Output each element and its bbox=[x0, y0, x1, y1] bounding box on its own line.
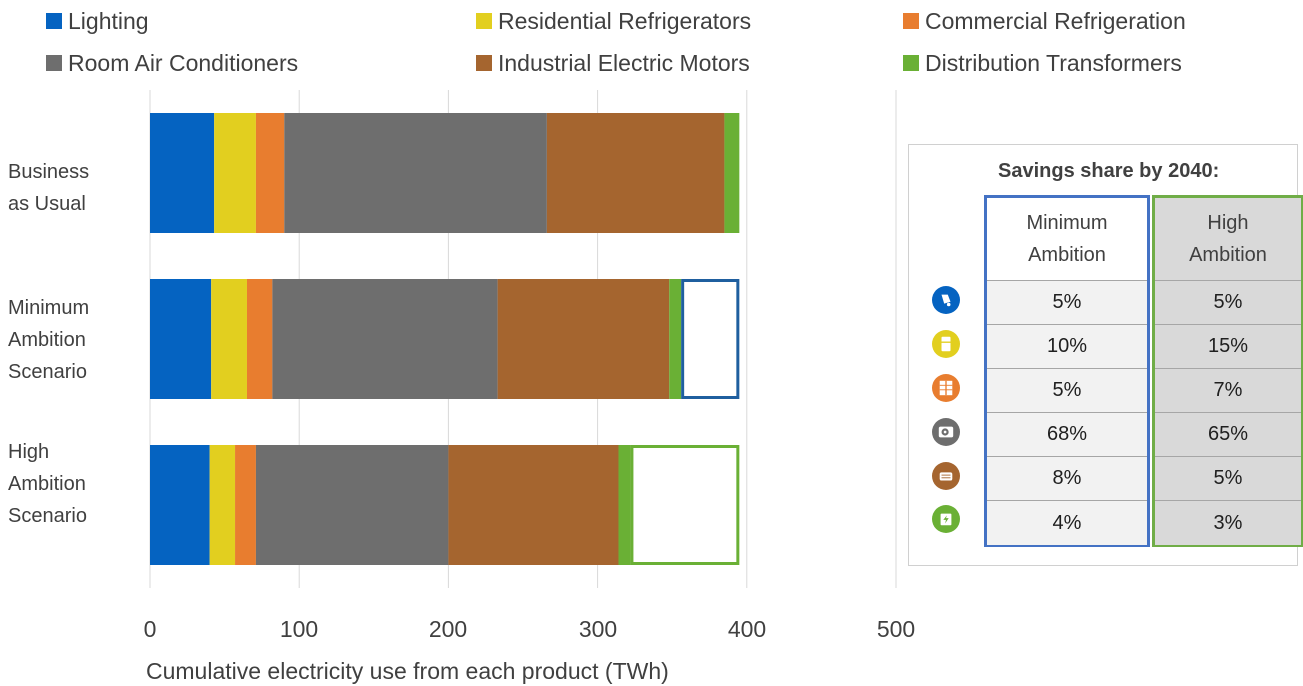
bar-segment-distribution-transformers bbox=[724, 113, 740, 233]
savings-outline-bar bbox=[681, 279, 740, 399]
bar-segment-industrial-electric-motors bbox=[497, 279, 670, 399]
column-header-line: High bbox=[1207, 212, 1249, 234]
x-tick-label: 300 bbox=[578, 616, 618, 642]
savings-cell: 7% bbox=[1155, 369, 1301, 413]
legend-item-industrial-electric-motors: Industrial Electric Motors bbox=[476, 50, 750, 77]
category-label-line: Scenario bbox=[8, 361, 87, 383]
transformer-icon bbox=[932, 505, 960, 533]
savings-cell: 10% bbox=[987, 325, 1147, 369]
savings-cell: 5% bbox=[1155, 457, 1301, 501]
commercial-refrigeration-icon bbox=[932, 374, 960, 402]
bar-segment-commercial-refrigeration bbox=[235, 445, 256, 565]
legend-label: Residential Refrigerators bbox=[498, 8, 752, 34]
savings-cell: 5% bbox=[987, 281, 1147, 325]
column-header-line: Ambition bbox=[1028, 244, 1106, 266]
category-label-line: Business bbox=[8, 161, 90, 183]
motor-icon bbox=[932, 462, 960, 490]
savings-cell: 5% bbox=[987, 369, 1147, 413]
savings-table-title: Savings share by 2040: bbox=[998, 160, 1220, 182]
bar-segment-residential-refrigerators bbox=[214, 113, 256, 233]
legend-swatch bbox=[476, 13, 492, 29]
legend-item-commercial-refrigeration: Commercial Refrigeration bbox=[903, 8, 1186, 35]
category-label-line: Scenario bbox=[8, 505, 87, 527]
legend-item-distribution-transformers: Distribution Transformers bbox=[903, 50, 1182, 77]
category-label-line: Minimum bbox=[8, 297, 90, 319]
savings-cell: 68% bbox=[987, 413, 1147, 457]
legend-label: Room Air Conditioners bbox=[68, 50, 299, 76]
category-label-line: High bbox=[8, 441, 50, 463]
category-label-line: Ambition bbox=[8, 329, 86, 351]
x-tick-label: 0 bbox=[143, 616, 157, 642]
bar-segment-residential-refrigerators bbox=[209, 445, 236, 565]
bar-segment-commercial-refrigeration bbox=[255, 113, 285, 233]
bar-segment-residential-refrigerators bbox=[211, 279, 247, 399]
savings-outline-bar bbox=[630, 445, 740, 565]
minimum-ambition-column: Minimum Ambition 5% 10% 5% 68% 8% 4% bbox=[984, 195, 1150, 547]
savings-cell: 3% bbox=[1155, 501, 1301, 545]
bar-segment-distribution-transformers bbox=[618, 445, 631, 565]
legend-swatch bbox=[46, 13, 62, 29]
bar-segment-room-air-conditioners bbox=[272, 279, 498, 399]
column-header-minimum-ambition: Minimum Ambition bbox=[987, 198, 1147, 281]
bar-segment-lighting bbox=[150, 279, 212, 399]
savings-cell: 5% bbox=[1155, 281, 1301, 325]
category-label-minimum-ambition: Minimum Ambition Scenario bbox=[8, 292, 89, 388]
column-header-high-ambition: High Ambition bbox=[1155, 198, 1301, 281]
category-label-business-as-usual: Business as Usual bbox=[8, 156, 89, 220]
legend-swatch bbox=[46, 55, 62, 71]
column-header-line: Minimum bbox=[1026, 212, 1108, 234]
column-header-line: Ambition bbox=[1189, 244, 1267, 266]
bar-segment-lighting bbox=[150, 113, 215, 233]
x-tick-label: 100 bbox=[279, 616, 319, 642]
high-ambition-column: High Ambition 5% 15% 7% 65% 5% 3% bbox=[1152, 195, 1303, 547]
category-label-high-ambition: High Ambition Scenario bbox=[8, 436, 87, 532]
bar-segment-lighting bbox=[150, 445, 210, 565]
bar-segment-industrial-electric-motors bbox=[448, 445, 619, 565]
bar-segment-room-air-conditioners bbox=[284, 113, 547, 233]
legend-label: Commercial Refrigeration bbox=[925, 8, 1186, 34]
legend-item-room-air-conditioners: Room Air Conditioners bbox=[46, 50, 298, 77]
savings-cell: 65% bbox=[1155, 413, 1301, 457]
refrigerator-icon bbox=[932, 330, 960, 358]
bar-segment-industrial-electric-motors bbox=[546, 113, 725, 233]
legend-item-lighting: Lighting bbox=[46, 8, 149, 35]
legend-swatch bbox=[903, 55, 919, 71]
savings-cell: 4% bbox=[987, 501, 1147, 545]
x-tick-label: 200 bbox=[428, 616, 468, 642]
bar-segment-distribution-transformers bbox=[669, 279, 682, 399]
x-tick-label: 400 bbox=[727, 616, 767, 642]
lighting-icon bbox=[932, 286, 960, 314]
legend-swatch bbox=[903, 13, 919, 29]
category-label-line: Ambition bbox=[8, 473, 86, 495]
category-label-line: as Usual bbox=[8, 193, 86, 215]
bar-segment-room-air-conditioners bbox=[255, 445, 449, 565]
legend-label: Lighting bbox=[68, 8, 149, 34]
savings-cell: 8% bbox=[987, 457, 1147, 501]
legend-swatch bbox=[476, 55, 492, 71]
air-conditioner-icon bbox=[932, 418, 960, 446]
savings-cell: 15% bbox=[1155, 325, 1301, 369]
bar-segment-commercial-refrigeration bbox=[246, 279, 273, 399]
legend-label: Industrial Electric Motors bbox=[498, 50, 750, 76]
x-tick-label: 500 bbox=[876, 616, 916, 642]
legend-item-residential-refrigerators: Residential Refrigerators bbox=[476, 8, 751, 35]
x-axis-title: Cumulative electricity use from each pro… bbox=[146, 658, 669, 684]
legend-label: Distribution Transformers bbox=[925, 50, 1182, 76]
